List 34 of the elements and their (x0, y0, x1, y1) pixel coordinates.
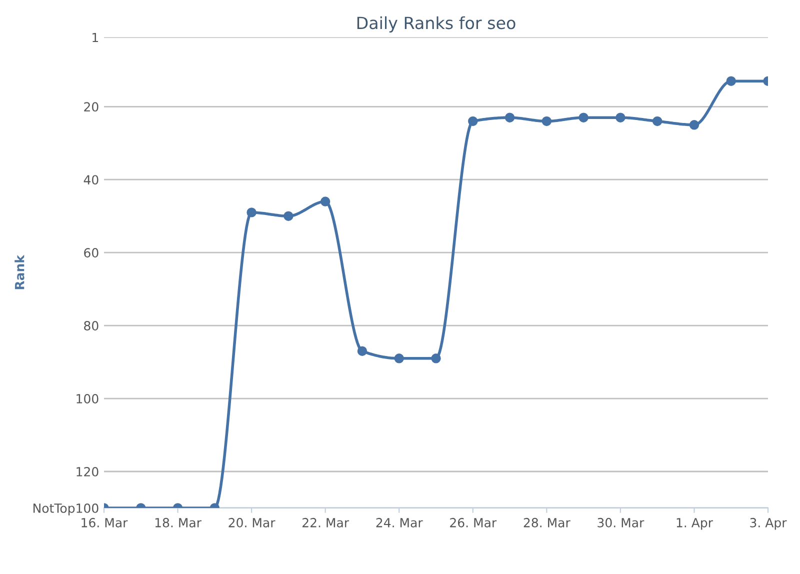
x-tick-label: 1. Apr (676, 518, 713, 530)
point (689, 120, 700, 130)
y-tick-label: 40 (84, 175, 98, 185)
y-tick-label: 80 (84, 321, 98, 330)
x-tick-label: 22. Mar (302, 518, 350, 528)
point (504, 112, 515, 122)
point (357, 346, 368, 356)
y-tick-label: 1 (92, 32, 98, 42)
point (284, 211, 294, 221)
y-tick-label: 100 (76, 394, 98, 404)
y-axis-title: Rank (14, 254, 24, 290)
x-tick-label: 26. Mar (450, 518, 497, 528)
x-tick-label: 30. Mar (598, 518, 644, 528)
point (616, 112, 626, 122)
x-tick-label: 28. Mar (524, 518, 570, 528)
chart-title: Daily Ranks for seo (357, 16, 516, 32)
point (578, 112, 588, 122)
y-tick-label: 20 (84, 102, 98, 112)
point (542, 116, 552, 126)
point (394, 354, 404, 364)
x-tick-label: 24. Mar (376, 518, 423, 528)
point (246, 208, 256, 218)
point (468, 116, 478, 126)
x-tick-label: 20. Mar (228, 518, 276, 528)
x-tick-label: 18. Mar (155, 518, 202, 528)
point (320, 196, 330, 206)
point (431, 354, 441, 364)
point (726, 76, 736, 86)
x-tick-label: 16. Mar (82, 518, 128, 528)
y-tick-label: 120 (76, 466, 98, 476)
point (652, 116, 662, 126)
x-tick-label: 3. Apr (750, 518, 787, 530)
y-tick-label: NotTop100 (34, 503, 98, 516)
y-tick-label: 60 (84, 248, 98, 258)
